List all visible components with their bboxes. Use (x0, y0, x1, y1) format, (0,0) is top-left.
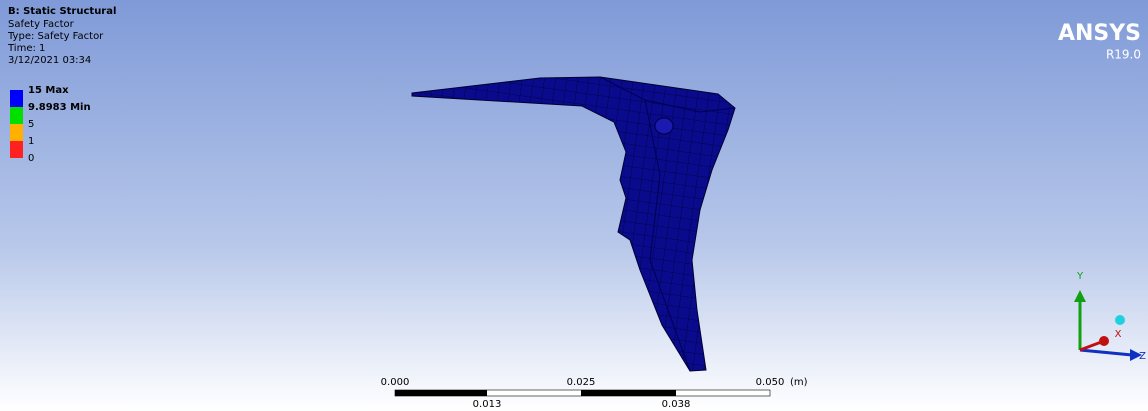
legend-swatch (10, 107, 23, 124)
model-hole (655, 118, 673, 134)
header-line: Type: Safety Factor (7, 31, 104, 42)
header-line: Safety Factor (8, 19, 75, 30)
legend-label: 1 (28, 136, 34, 147)
triad-label: Y (1076, 271, 1084, 282)
logo-version: R19.0 (1106, 48, 1141, 62)
triad-label: Z (1139, 351, 1146, 362)
legend-label: 15 Max (28, 85, 69, 96)
legend-swatch (10, 141, 23, 158)
scale-bar (395, 390, 770, 396)
scale-label: 0.038 (662, 399, 691, 410)
background (0, 0, 1148, 411)
page: B: Static Structural Safety FactorType: … (0, 0, 1148, 411)
scale-label: 0.050 (756, 377, 785, 388)
header-line: 3/12/2021 03:34 (8, 55, 91, 66)
scale-label: 0.000 (381, 377, 410, 388)
legend-label: 9.8983 Min (28, 102, 91, 113)
header-line: Time: 1 (7, 43, 45, 54)
legend-swatch (10, 124, 23, 141)
header-title: B: Static Structural (8, 6, 116, 17)
scale-label: 0.025 (567, 377, 596, 388)
scale-unit: (m) (790, 377, 808, 388)
logo-name: ANSYS (1058, 21, 1141, 46)
legend-label: 5 (28, 119, 34, 130)
viewport: B: Static Structural Safety FactorType: … (0, 0, 1148, 411)
legend-label: 0 (28, 153, 34, 164)
legend-swatch (10, 90, 23, 107)
scale-label: 0.013 (473, 399, 502, 410)
scale-bar-segment (395, 390, 487, 396)
triad-label: X (1115, 329, 1122, 340)
scale-bar-segment (581, 390, 676, 396)
